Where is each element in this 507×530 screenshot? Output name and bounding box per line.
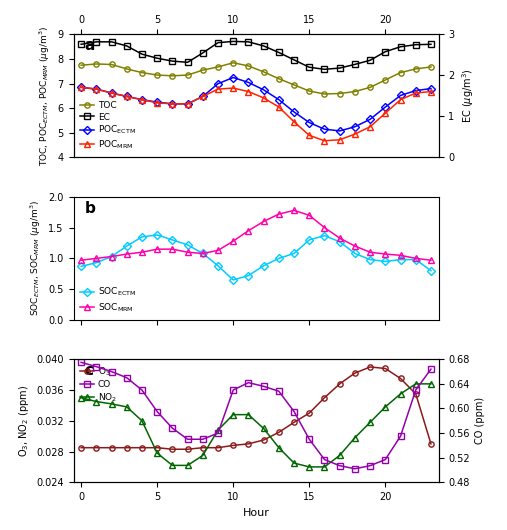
Y-axis label: O$_3$, NO$_2$ (ppm): O$_3$, NO$_2$ (ppm) [17,385,30,457]
Y-axis label: CO (ppm): CO (ppm) [476,397,486,444]
Y-axis label: TOC, POC$_{ECTM}$, POC$_{MRM}$ ($\mu$g/m$^3$): TOC, POC$_{ECTM}$, POC$_{MRM}$ ($\mu$g/m… [38,26,52,166]
Text: b: b [85,200,95,216]
X-axis label: Hour: Hour [242,508,270,518]
Legend: TOC, EC, POC$_\mathregular{ECTM}$, POC$_\mathregular{MRM}$: TOC, EC, POC$_\mathregular{ECTM}$, POC$_… [78,100,138,153]
Y-axis label: EC ($\mu$g/m$^3$): EC ($\mu$g/m$^3$) [460,68,476,123]
Text: c: c [85,363,93,378]
Legend: O$_3$, CO, NO$_2$: O$_3$, CO, NO$_2$ [78,364,119,406]
Y-axis label: SOC$_{ECTM}$, SOC$_{MRM}$ ($\mu$g/m$^3$): SOC$_{ECTM}$, SOC$_{MRM}$ ($\mu$g/m$^3$) [28,200,43,316]
Legend: SOC$_\mathregular{ECTM}$, SOC$_\mathregular{MRM}$: SOC$_\mathregular{ECTM}$, SOC$_\mathregu… [78,284,138,315]
Text: a: a [85,38,95,53]
